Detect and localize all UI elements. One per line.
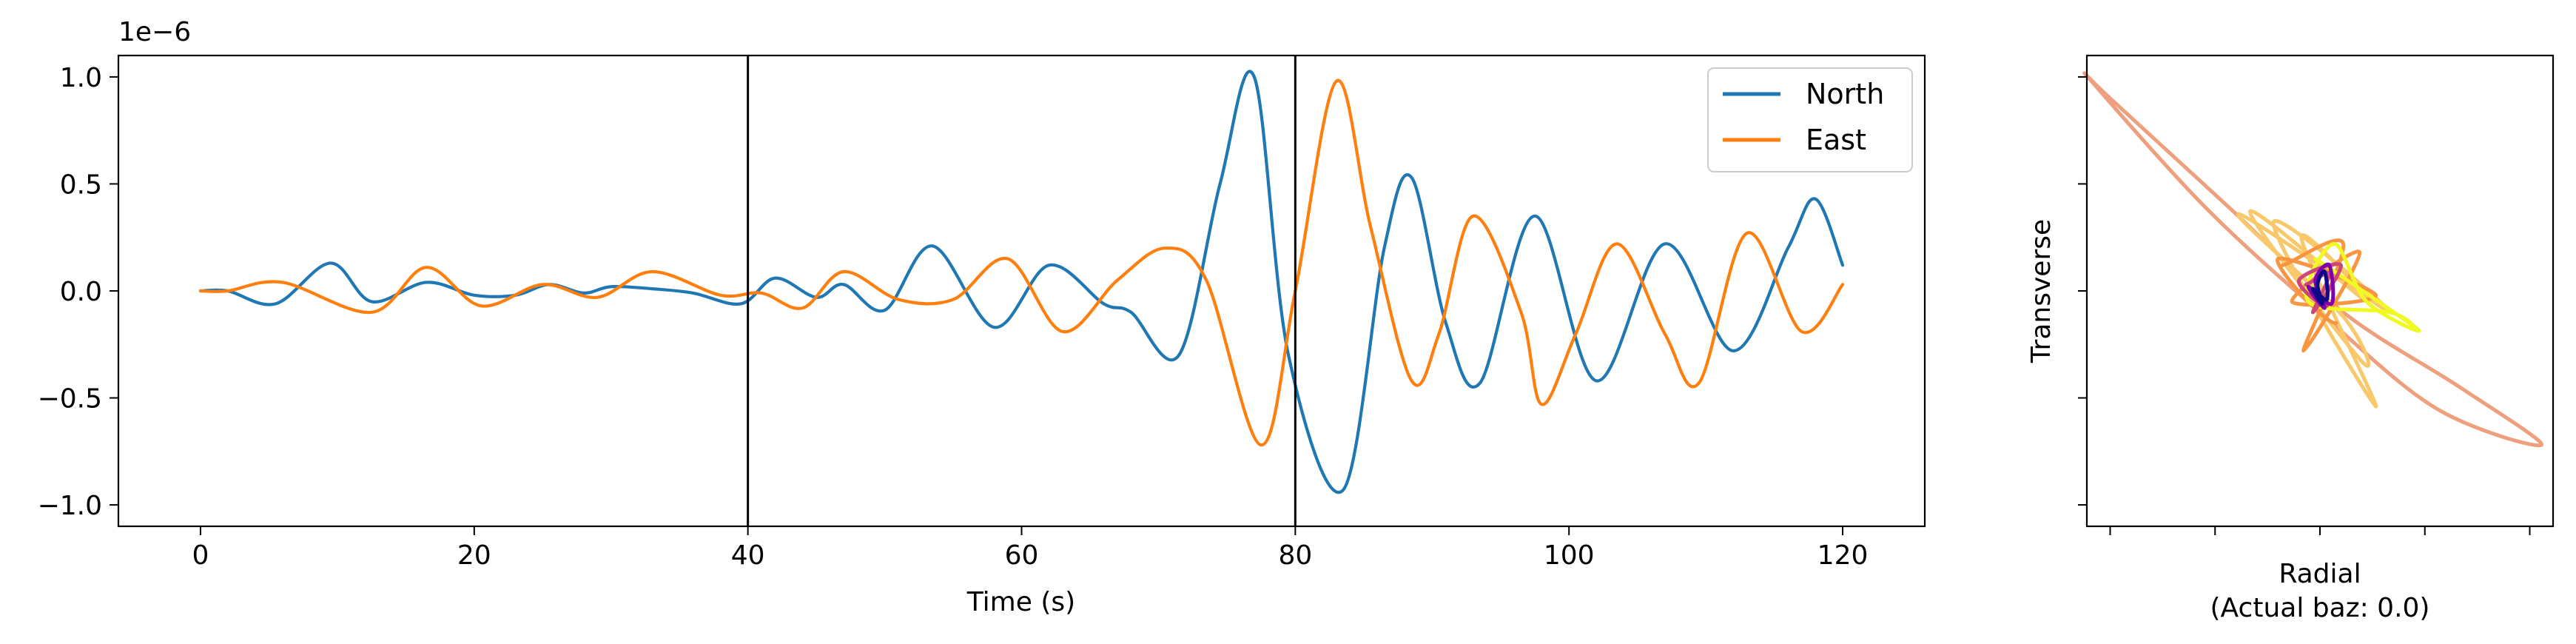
particle-motion-panel: Radial (Actual baz: 0.0) Transverse: [2026, 54, 2555, 623]
y-tick-label: 1.0: [60, 63, 102, 93]
x-tick-label: 80: [1278, 540, 1312, 571]
waveform-axes-frame: [117, 54, 1926, 528]
legend: North East: [1707, 67, 1913, 172]
particle-trajectory: [2304, 241, 2421, 333]
x-tick-label: 60: [1005, 540, 1039, 571]
x-tick-label: 40: [731, 540, 765, 571]
legend-label-north: North: [1806, 78, 1884, 110]
series-line-east: [198, 78, 1845, 447]
y-tick-label: −1.0: [38, 491, 102, 521]
x-tick-label: 0: [192, 540, 209, 571]
transverse-axis-label: Transverse: [2026, 219, 2057, 363]
waveform-plot-area: [198, 70, 1845, 494]
legend-label-east: East: [1806, 124, 1866, 156]
radial-axis-label: Radial: [2279, 559, 2361, 589]
y-tick-label: 0.0: [60, 277, 102, 307]
particle-motion-y-ticks: [2078, 76, 2087, 506]
particle-trajectory: [2311, 269, 2330, 306]
particle-motion-x-ticks: [2109, 526, 2531, 535]
y-tick-label: −0.5: [38, 384, 102, 415]
waveform-x-axis-label: Time (s): [966, 587, 1075, 617]
y-tick-label: 0.5: [60, 170, 102, 200]
particle-trajectory: [2236, 209, 2392, 409]
time-window-markers: [747, 56, 1297, 526]
x-tick-label: 120: [1817, 540, 1869, 571]
particle-trajectory: [2082, 71, 2543, 448]
waveform-panel: 0 20 40 60 80 100 120 −1.0 −0.5 0.0 0.5 1.0 Time (…: [38, 17, 1926, 617]
y-offset-label: 1e−6: [118, 17, 191, 47]
waveform-y-ticks: −1.0 −0.5 0.0 0.5 1.0: [38, 63, 118, 521]
waveform-x-ticks: 0 20 40 60 80 100 120: [192, 526, 1869, 571]
x-tick-label: 100: [1544, 540, 1595, 571]
particle-motion-plot-area: [2082, 71, 2543, 448]
radial-axis-sublabel: (Actual baz: 0.0): [2210, 593, 2430, 623]
x-tick-label: 20: [457, 540, 491, 571]
series-line-north: [198, 70, 1845, 494]
